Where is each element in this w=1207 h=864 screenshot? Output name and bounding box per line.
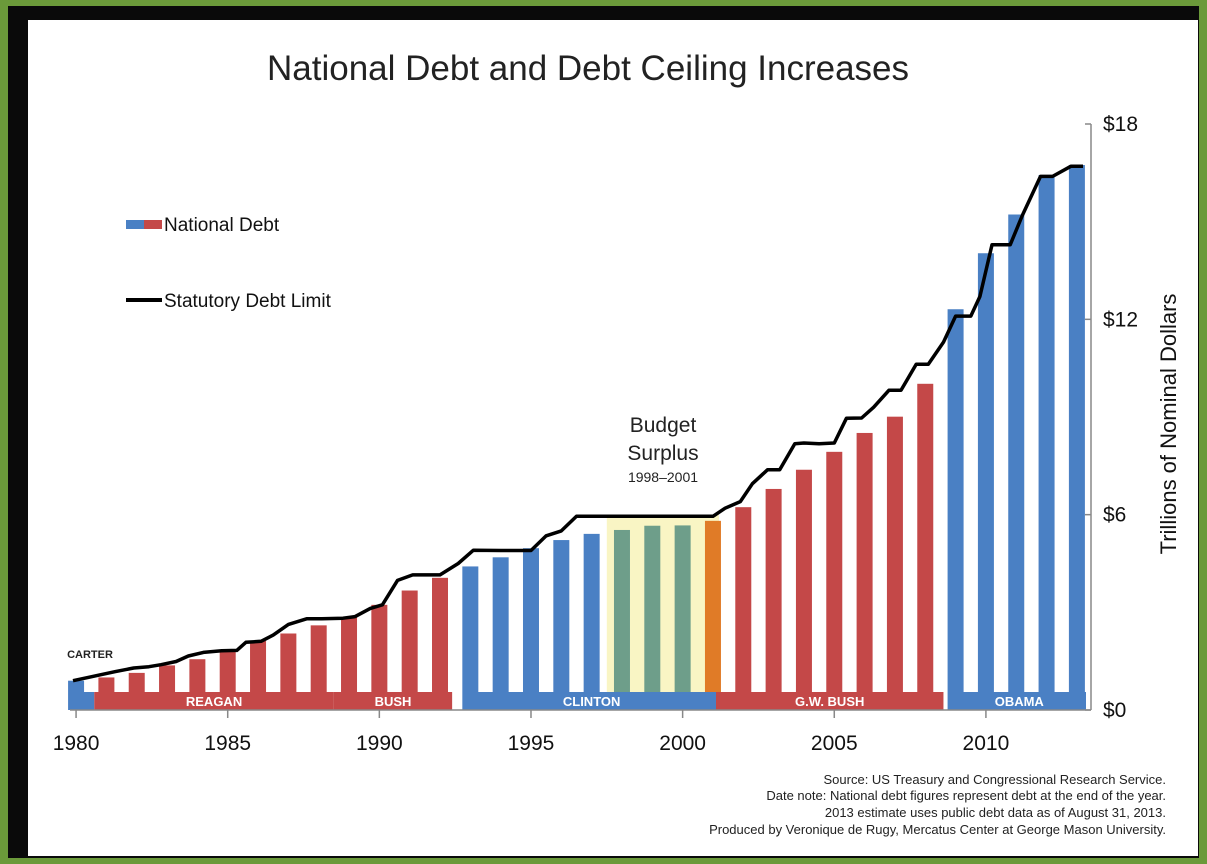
debt-bar-2002	[735, 507, 752, 710]
president-label-clinton: CLINTON	[563, 694, 621, 709]
surplus-label-line2: Surplus	[627, 442, 698, 465]
source-notes: Source: US Treasury and Congressional Re…	[709, 772, 1166, 837]
debt-bar-1993	[462, 566, 479, 710]
debt-bars-layer	[68, 165, 1085, 711]
chart-panel: National Debt and Debt Ceiling Increases…	[28, 20, 1198, 856]
x-tick-label-2010: 2010	[963, 732, 1010, 755]
x-tick-label-1985: 1985	[204, 732, 251, 755]
debt-bar-1998	[613, 529, 630, 710]
president-label-g-w-bush: G.W. BUSH	[795, 694, 864, 709]
note-estimate-note: 2013 estimate uses public debt data as o…	[825, 805, 1166, 820]
debt-bar-1990	[371, 604, 388, 710]
debt-bar-2011	[1008, 214, 1025, 710]
debt-limit-layer	[72, 164, 1083, 683]
debt-bar-2013	[1068, 165, 1085, 710]
debt-bar-1999	[644, 525, 661, 710]
debt-bar-2012	[1038, 175, 1055, 710]
president-band-g-w-bush	[715, 692, 944, 710]
debt-bar-2003	[765, 488, 782, 710]
chart-title: National Debt and Debt Ceiling Increases	[267, 49, 909, 88]
debt-bar-1987	[280, 633, 297, 710]
y-tick-label-0: $0	[1103, 699, 1126, 722]
y-tick-label-18: $18	[1103, 113, 1138, 136]
y-tick-label-12: $12	[1103, 308, 1138, 331]
debt-bar-1995	[522, 548, 539, 710]
note-date-note: Date note: National debt figures represe…	[766, 788, 1166, 803]
debt-bar-2008	[917, 383, 934, 710]
debt-bar-2009	[947, 309, 964, 710]
debt-bar-2006	[856, 432, 873, 710]
note-producer: Produced by Veronique de Rugy, Mercatus …	[709, 822, 1166, 837]
x-tick-label-1995: 1995	[508, 732, 555, 755]
president-band-reagan	[94, 692, 334, 710]
debt-bar-1989	[341, 616, 358, 710]
debt-bar-2007	[886, 416, 903, 710]
president-label-obama: OBAMA	[995, 694, 1045, 709]
president-label-carter: CARTER	[67, 649, 113, 661]
legend-swatch-red	[144, 220, 162, 229]
president-label-reagan: REAGAN	[186, 694, 242, 709]
axes-layer: 1980 1985 1990 1995 2000 2005 2010 $0 $6 $12 $18 Tr…	[53, 113, 1181, 755]
debt-bar-2000	[674, 525, 691, 710]
debt-bar-2005	[826, 451, 843, 710]
debt-limit-line	[72, 164, 1083, 683]
y-tick-label-6: $6	[1103, 504, 1126, 527]
x-tick-label-2000: 2000	[659, 732, 706, 755]
president-band-obama	[952, 692, 1086, 710]
surplus-years: 1998–2001	[628, 469, 698, 485]
debt-bar-1997	[583, 533, 600, 710]
outer-frame: National Debt and Debt Ceiling Increases…	[8, 6, 1199, 858]
debt-bar-2001	[704, 520, 721, 710]
x-tick-label-1990: 1990	[356, 732, 403, 755]
legend: National Debt Statutory Debt Limit	[126, 215, 332, 312]
debt-bar-2004	[795, 469, 812, 710]
president-bands-layer: CARTER REAGAN BUSH CLINTON G.W. BUSH OBAMA	[67, 649, 1086, 710]
debt-bar-1991	[401, 590, 418, 710]
president-band-clinton	[467, 692, 716, 710]
legend-label-debt-limit: Statutory Debt Limit	[164, 291, 332, 312]
legend-swatch-blue	[126, 220, 144, 229]
debt-bar-1988	[310, 625, 327, 710]
debt-chart: National Debt and Debt Ceiling Increases…	[53, 49, 1181, 837]
president-band-carter	[70, 692, 95, 710]
debt-bar-1996	[553, 540, 570, 710]
y-axis-label: Trillions of Nominal Dollars	[1156, 294, 1181, 555]
surplus-label-line1: Budget	[630, 414, 697, 437]
x-tick-label-1980: 1980	[53, 732, 100, 755]
debt-bar-1992	[432, 577, 449, 710]
president-band-bush	[333, 692, 453, 710]
note-source: Source: US Treasury and Congressional Re…	[824, 772, 1167, 787]
x-tick-label-2005: 2005	[811, 732, 858, 755]
president-label-bush: BUSH	[375, 694, 412, 709]
debt-bar-2010	[977, 253, 994, 711]
debt-bar-1994	[492, 557, 509, 710]
legend-label-national-debt: National Debt	[164, 215, 280, 236]
